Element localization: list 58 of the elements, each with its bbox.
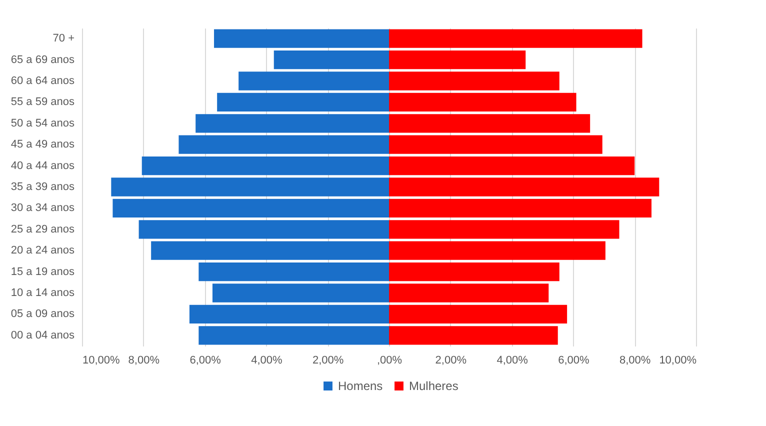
bar [274,50,389,70]
x-tick-label: ,00% [376,354,402,366]
y-tick-label: 20 a 24 anos [10,244,75,257]
bar [217,92,389,112]
bar [198,262,389,282]
bar [389,178,660,196]
bar [178,135,389,154]
x-tick-label: 6,00% [558,354,590,366]
y-tick-label: 05 a 09 anos [10,308,75,320]
y-tick-label: 00 a 04 anos [10,329,75,342]
y-tick-label: 45 a 49 anos [10,138,75,151]
x-tick-label: 6,00% [190,354,222,366]
x-tick-label: 4,00% [251,354,283,366]
bar [389,284,549,302]
bar [389,50,526,70]
y-tick-label: 60 a 64 anos [10,75,75,87]
x-tick-label: 8,00% [620,354,651,366]
y-tick-label: 25 a 29 anos [10,223,75,236]
bar [389,241,606,260]
y-tick-label: 55 a 59 anos [10,96,75,108]
y-tick-label: 50 a 54 anos [10,117,75,130]
bar [389,262,560,282]
legend-label: Homens [338,379,383,393]
bar [389,220,620,239]
bar [196,114,389,133]
y-tick-label: 30 a 34 anos [10,202,75,214]
y-tick-label: 65 a 69 anos [10,54,75,66]
bar [389,29,642,48]
x-tick-label: 10,00% [82,354,120,366]
bar [389,135,602,154]
x-tick-label: 2,00% [435,354,467,366]
bar [214,29,389,48]
bar [138,220,389,239]
bar [389,156,635,176]
x-tick-label: 8,00% [128,354,160,366]
bar [212,284,389,302]
y-tick-label: 35 a 39 anos [10,181,75,193]
bar [151,241,389,260]
y-tick-label: 40 a 44 anos [10,160,75,172]
bar [389,72,560,90]
x-tick-label: 2,00% [312,354,344,366]
bar [389,92,576,112]
bar [389,198,652,218]
legend-label: Mulheres [409,379,458,393]
bar [189,304,389,324]
y-tick-label: 15 a 19 anos [10,266,75,278]
x-tick-label: 4,00% [496,354,528,366]
bar [389,326,558,345]
y-tick-label: 10 a 14 anos [10,287,75,299]
y-tick-label: 70 + [52,32,74,45]
bar [112,198,389,218]
bar [389,114,590,133]
bar [111,178,389,196]
bar [238,72,389,90]
x-tick-label: 10,00% [659,354,697,366]
bar [198,326,389,345]
bar [142,156,389,176]
bar [389,304,568,324]
